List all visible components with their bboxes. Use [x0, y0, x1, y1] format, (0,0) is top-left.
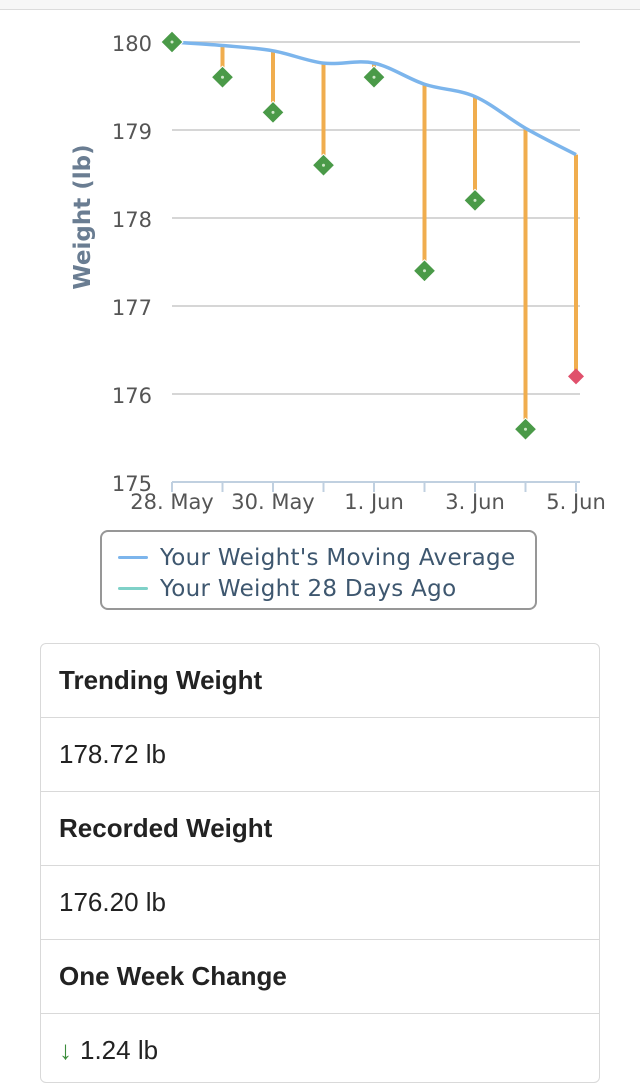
y-axis-title: Weight (lb) [70, 144, 96, 289]
marker-center-dot [524, 427, 527, 431]
weight-chart: 175 176 177 178 179 180 28. May 30. May 1. Jun 3.… [70, 30, 606, 514]
stats-table: Trending Weight 178.72 lb Recorded Weigh… [40, 643, 600, 1083]
x-tick-label: 1. Jun [344, 490, 404, 514]
y-tick-label: 179 [112, 120, 152, 144]
moving-average-line [171, 40, 577, 157]
one-week-change-label: One Week Change [41, 940, 599, 1014]
y-tick-label: 177 [112, 296, 152, 320]
marker-center-dot [372, 75, 376, 79]
y-tick-label: 175 [112, 472, 152, 496]
legend-item-moving-average[interactable]: Your Weight's Moving Average [118, 542, 535, 573]
recorded-weight-label: Recorded Weight [41, 792, 599, 866]
y-tick-label: 180 [112, 32, 152, 56]
x-tick-label: 28. May [130, 490, 214, 514]
x-tick-label: 3. Jun [445, 490, 505, 514]
down-arrow-icon: ↓ [59, 1035, 72, 1065]
x-tick-label: 30. May [231, 490, 315, 514]
y-tick-label: 176 [112, 384, 152, 408]
trending-weight-label: Trending Weight [41, 644, 599, 718]
one-week-change-value: 1.24 lb [80, 1035, 159, 1065]
recorded-weight-marker [568, 368, 584, 385]
legend-label-28-days-ago: Your Weight 28 Days Ago [160, 575, 457, 602]
recorded-weight-value: 176.20 lb [41, 866, 599, 940]
chart-legend: Your Weight's Moving Average Your Weight… [100, 530, 537, 610]
marker-center-dot [473, 198, 477, 202]
trending-weight-value: 178.72 lb [41, 718, 599, 792]
marker-center-dot [221, 75, 224, 79]
marker-center-dot [423, 269, 426, 273]
legend-swatch-moving-average [118, 556, 148, 559]
legend-label-moving-average: Your Weight's Moving Average [160, 544, 516, 571]
legend-swatch-28-days-ago [118, 587, 148, 590]
y-tick-label: 178 [112, 208, 152, 232]
legend-item-28-days-ago[interactable]: Your Weight 28 Days Ago [118, 573, 535, 604]
x-tick-label: 5. Jun [546, 490, 606, 514]
marker-center-dot [271, 110, 275, 114]
one-week-change-row: ↓ 1.24 lb [41, 1014, 599, 1082]
marker-center-dot [322, 163, 325, 167]
marker-center-dot [170, 40, 174, 44]
top-divider [0, 0, 640, 10]
